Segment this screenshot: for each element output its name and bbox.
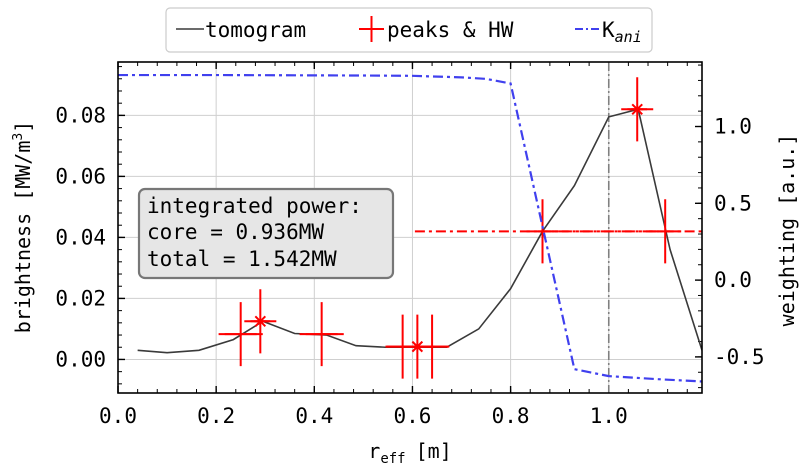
x-tick-label: 0.6 bbox=[393, 404, 431, 428]
legend-item-kani: Kani bbox=[575, 18, 642, 46]
x-axis-ticks: 0.0 0.2 0.4 0.6 0.8 1.0 bbox=[99, 62, 688, 428]
y2-tick-label: 0.5 bbox=[714, 191, 752, 215]
x-axis-title: reff [m] bbox=[368, 439, 451, 467]
annotation-line-3: total = 1.542MW bbox=[147, 247, 337, 271]
y-axis-ticks: 0.00 0.02 0.04 0.06 0.08 bbox=[55, 66, 125, 385]
legend-label-kani: Kani bbox=[602, 18, 642, 46]
x-axis-title-unit: [m] bbox=[416, 439, 452, 463]
x-tick-label: 0.0 bbox=[99, 404, 137, 428]
series-layer bbox=[118, 62, 702, 393]
legend-label-tomogram: tomogram bbox=[205, 18, 306, 42]
y-axis-title-superscript: 3 bbox=[11, 133, 26, 141]
y-tick-label: 0.02 bbox=[55, 286, 106, 310]
y-axis-title-end: ] bbox=[11, 121, 35, 133]
y-tick-label: 0.06 bbox=[55, 164, 106, 188]
annotation-line-2: core = 0.936MW bbox=[147, 220, 324, 244]
y-axis-title-main: brightness [MW/m bbox=[11, 141, 35, 334]
y-tick-label: 0.04 bbox=[55, 225, 106, 249]
legend-label-kani-subscript: ani bbox=[615, 28, 642, 46]
x-tick-label: 0.2 bbox=[197, 404, 235, 428]
x-tick-label: 0.8 bbox=[492, 404, 530, 428]
y-axis-title: brightness [MW/m3] bbox=[11, 121, 35, 334]
y-tick-label: 0.00 bbox=[55, 347, 106, 371]
y2-axis-ticks: -0.5 0.0 0.5 1.0 bbox=[695, 64, 765, 389]
annotation-line-1: integrated power: bbox=[147, 194, 362, 218]
y2-tick-label: -0.5 bbox=[714, 345, 765, 369]
x-axis-title-main: r bbox=[368, 439, 380, 463]
legend-label-kani-main: K bbox=[602, 18, 615, 42]
annotation-background bbox=[137, 187, 395, 280]
kani-line bbox=[118, 73, 702, 383]
x-tick-label: 1.0 bbox=[590, 404, 628, 428]
legend-item-tomogram: tomogram bbox=[176, 18, 306, 42]
annotation-box: integrated power: core = 0.936MW total =… bbox=[137, 187, 395, 280]
legend-item-peaks: peaks & HW bbox=[359, 16, 514, 42]
legend-box bbox=[165, 7, 653, 53]
y-tick-label: 0.08 bbox=[55, 103, 106, 127]
x-tick-label: 0.4 bbox=[295, 404, 333, 428]
x-axis-title-subscript: eff bbox=[380, 451, 405, 467]
y2-tick-label: 0.0 bbox=[714, 268, 752, 292]
legend-label-peaks: peaks & HW bbox=[387, 18, 514, 42]
legend: tomogram peaks & HW Kani bbox=[165, 7, 653, 53]
y2-axis-title: weighting [a.u.] bbox=[775, 134, 799, 327]
y2-tick-label: 1.0 bbox=[714, 115, 752, 139]
plot-frame bbox=[117, 61, 703, 394]
